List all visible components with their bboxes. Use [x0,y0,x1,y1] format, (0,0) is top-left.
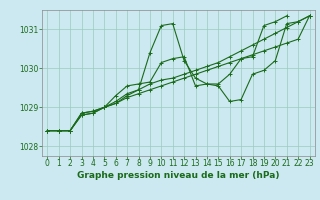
X-axis label: Graphe pression niveau de la mer (hPa): Graphe pression niveau de la mer (hPa) [77,171,280,180]
